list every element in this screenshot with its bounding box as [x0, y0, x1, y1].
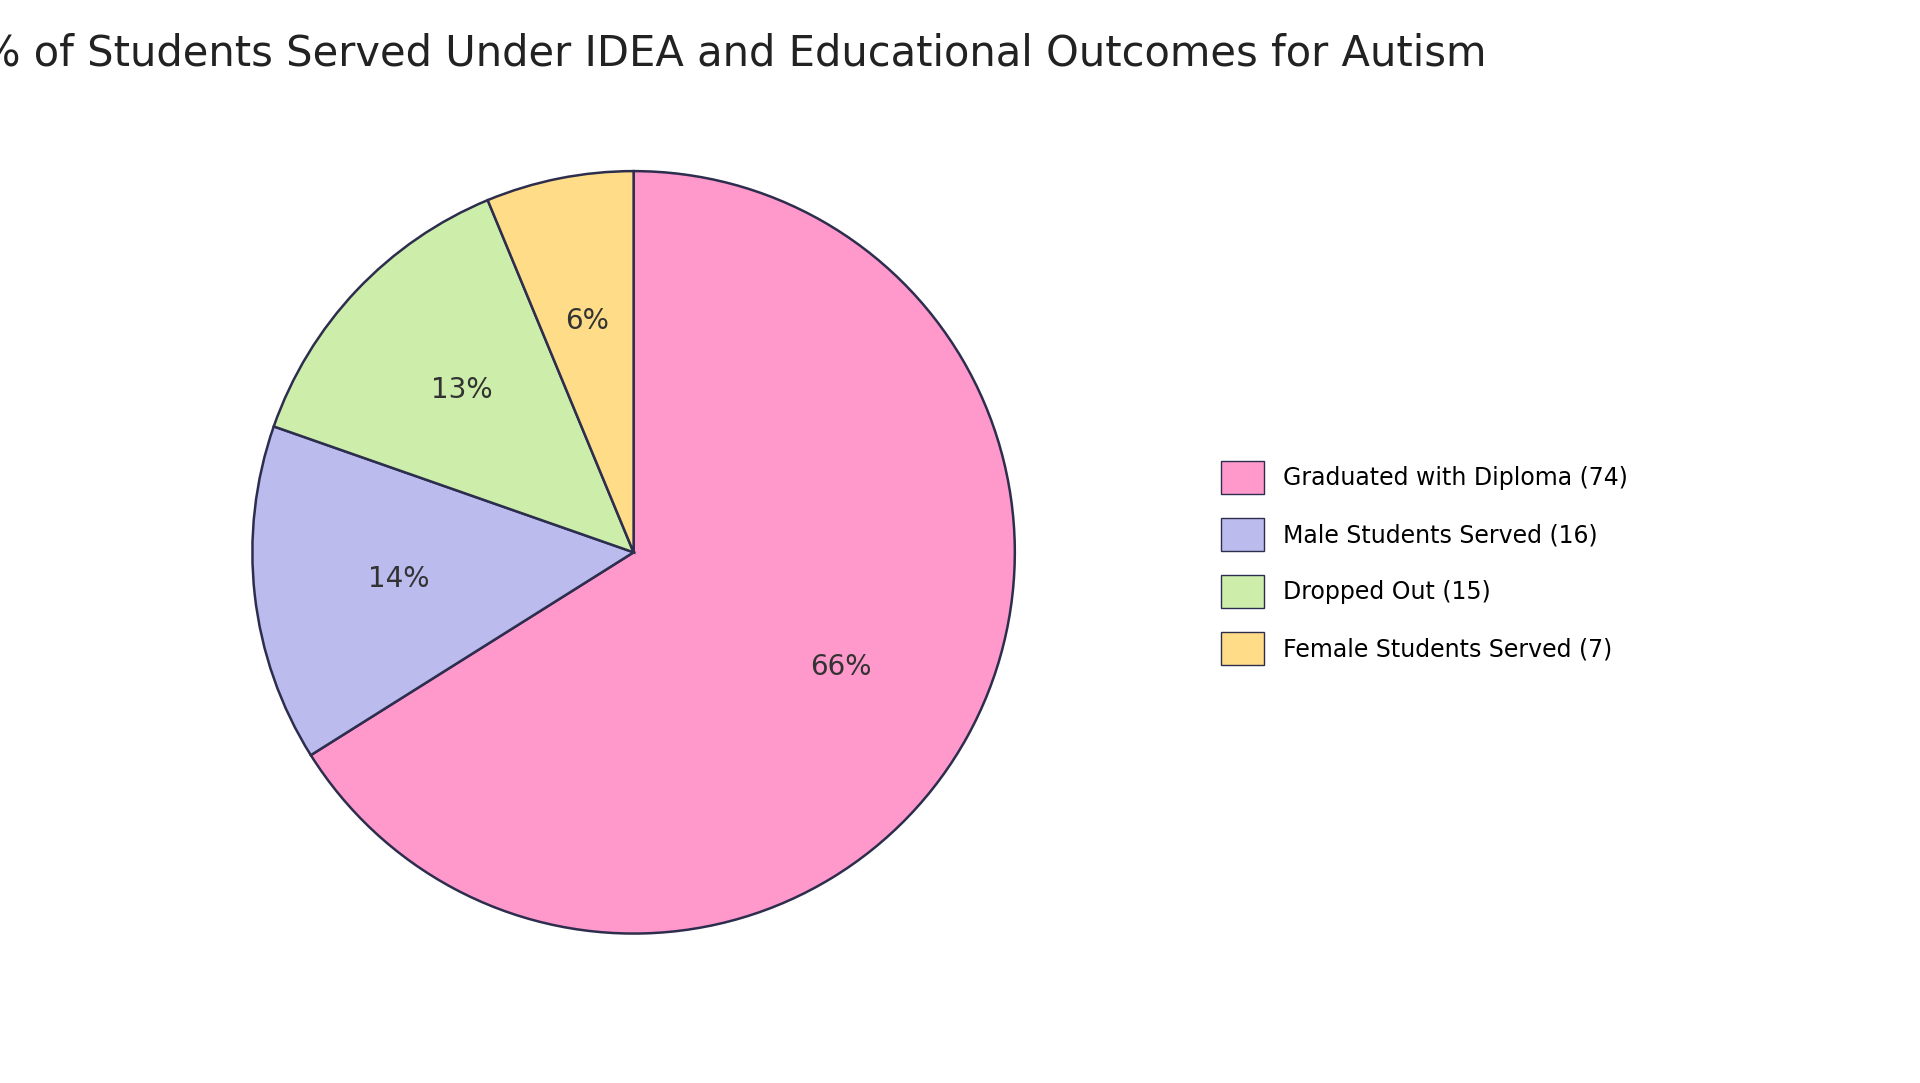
- Text: 13%: 13%: [430, 376, 493, 404]
- Wedge shape: [252, 427, 634, 755]
- Wedge shape: [275, 200, 634, 552]
- Text: 14%: 14%: [369, 565, 430, 592]
- Text: 6%: 6%: [566, 306, 609, 335]
- Wedge shape: [311, 171, 1016, 934]
- Text: 66%: 66%: [810, 653, 872, 680]
- Legend: Graduated with Diploma (74), Male Students Served (16), Dropped Out (15), Female: Graduated with Diploma (74), Male Studen…: [1221, 461, 1628, 665]
- Text: % of Students Served Under IDEA and Educational Outcomes for Autism: % of Students Served Under IDEA and Educ…: [0, 32, 1486, 75]
- Wedge shape: [488, 171, 634, 552]
